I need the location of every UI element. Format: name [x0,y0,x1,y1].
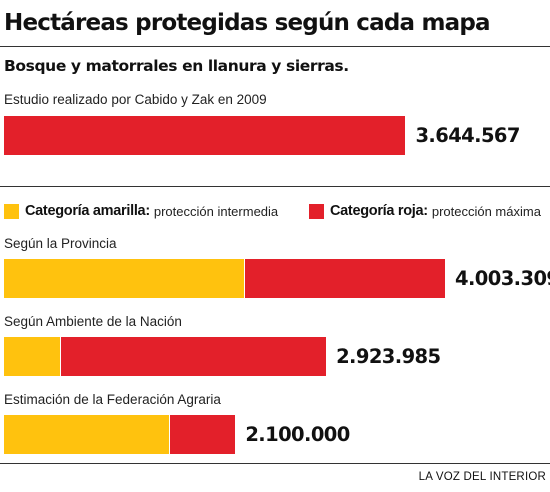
bar-segment-roja [59,337,327,376]
study-value: 3.644.567 [415,124,520,147]
category-label: Según Ambiente de la Nación [4,314,182,329]
bar-segment-amarilla [4,259,245,298]
chart-title: Hectáreas protegidas según cada mapa [4,10,491,36]
bar-segment-amarilla [4,337,60,376]
legend-swatch-amarilla [4,203,19,219]
legend-swatch-roja [309,203,324,219]
bar-segment-amarilla [4,415,170,454]
bar-total-value: 2.923.985 [336,345,441,368]
title-rule [0,46,550,47]
bar-segment-roja [244,259,445,298]
footer-rule [0,463,550,464]
legend: Categoría amarilla: protección intermedi… [4,203,550,223]
bar-total-value: 4.003.309 [455,267,550,290]
legend-name-amarilla: Categoría amarilla: [25,203,150,219]
bar-segment-roja [169,415,236,454]
legend-desc-roja: protección máxima [431,203,541,219]
study-bar [4,116,406,155]
section-rule [0,186,550,187]
category-label: Estimación de la Federación Agraria [4,392,221,407]
category-label: Según la Provincia [4,236,117,251]
legend-desc-amarilla: protección intermedia [153,203,279,219]
legend-name-roja: Categoría roja: [330,203,428,219]
study-label: Estudio realizado por Cabido y Zak en 20… [4,92,267,107]
source-credit: LA VOZ DEL INTERIOR [418,471,546,483]
legend-item-roja: Categoría roja: protección máxima [309,203,541,219]
bar-total-value: 2.100.000 [245,423,350,446]
chart-subtitle: Bosque y matorrales en llanura y sierras… [4,57,349,75]
legend-item-amarilla: Categoría amarilla: protección intermedi… [4,203,278,219]
